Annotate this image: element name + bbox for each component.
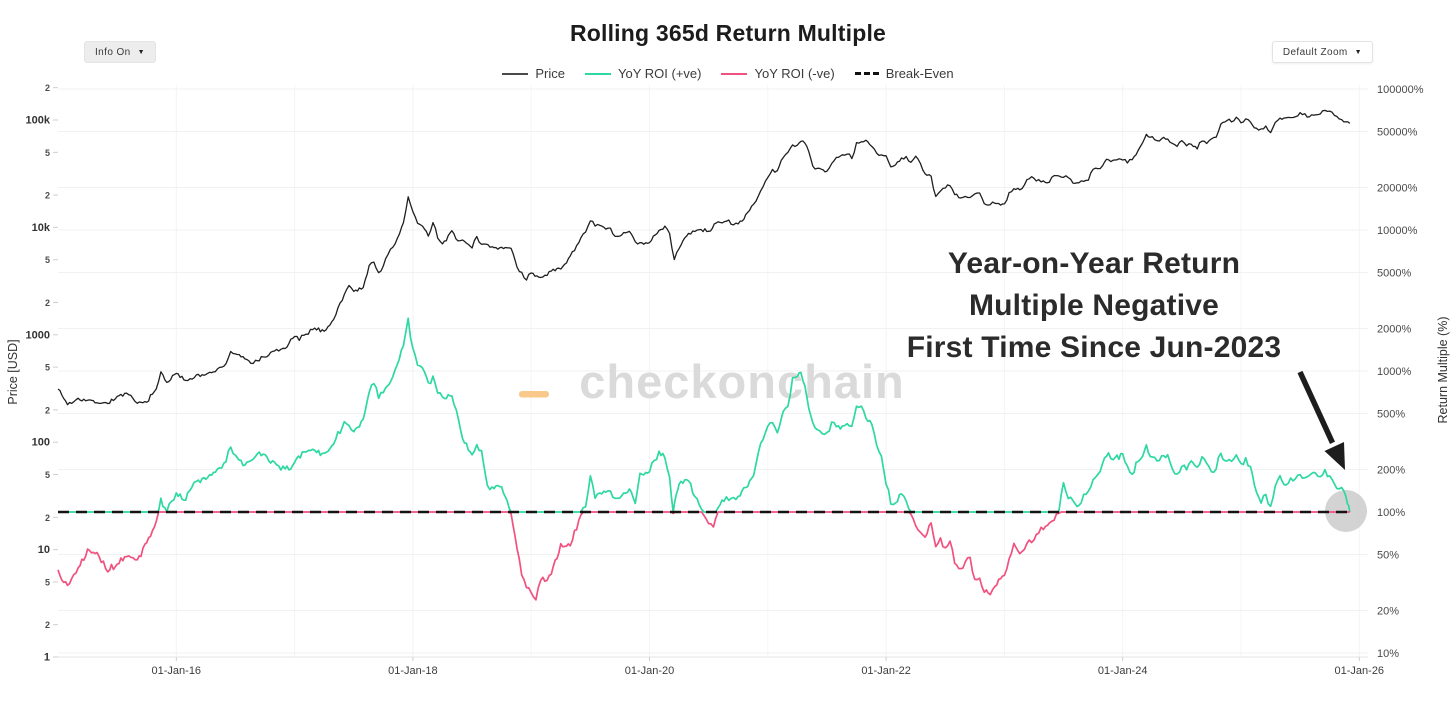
legend-item[interactable]: YoY ROI (-ve) — [721, 66, 835, 81]
legend-label: YoY ROI (-ve) — [754, 66, 835, 81]
legend-label: Price — [535, 66, 566, 81]
yoy-roi-negative-line — [57, 511, 1350, 601]
left-axis-tick-label: 2 — [45, 83, 50, 93]
left-axis-tick-label: 2 — [45, 405, 50, 415]
info-toggle-label: Info On — [95, 46, 131, 58]
right-axis-tick-label: 10% — [1377, 648, 1399, 660]
right-axis-tick-label: 5000% — [1377, 267, 1411, 279]
right-axis-tick-label: 1000% — [1377, 366, 1411, 378]
legend-swatch-solid-line-icon — [502, 72, 529, 75]
right-axis-tick-label: 200% — [1377, 465, 1405, 477]
annotation-line: First Time Since Jun-2023 — [906, 331, 1282, 364]
page-title: Rolling 365d Return Multiple — [569, 20, 887, 46]
left-axis-tick-label: 2 — [45, 620, 50, 630]
legend-swatch-dashed-line-icon — [854, 72, 879, 75]
zoom-preset-dropdown[interactable]: Default Zoom ▼ — [1271, 41, 1373, 63]
annotation-line: Year-on-Year Return — [947, 247, 1241, 280]
right-axis-tick-label: 10000% — [1377, 225, 1418, 237]
left-axis-tick-label: 100 — [32, 437, 50, 449]
legend-swatch-solid-line-icon — [721, 72, 748, 75]
right-axis-tick-label: 20000% — [1377, 183, 1418, 195]
yoy-roi-positive-line — [58, 317, 1351, 513]
legend-label: Break-Even — [885, 66, 954, 81]
annotation-arrow-shaft — [1297, 370, 1335, 444]
x-axis-tick-label: 01-Jan-22 — [861, 665, 911, 677]
left-axis-tick-label: 10 — [38, 544, 50, 556]
right-axis-tick-label: 500% — [1377, 408, 1405, 420]
x-axis-tick-label: 01-Jan-16 — [152, 665, 202, 677]
left-axis-tick-label: 5 — [45, 470, 50, 480]
right-axis-tick-label: 50% — [1377, 549, 1399, 561]
annotation-arrow-head-icon — [1324, 442, 1345, 470]
annotation-line: Multiple Negative — [968, 289, 1220, 322]
x-axis-tick-label: 01-Jan-18 — [388, 665, 438, 677]
left-axis-tick-label: 2 — [45, 298, 50, 308]
legend-label: YoY ROI (+ve) — [618, 66, 702, 81]
left-axis-tick-label: 1 — [44, 652, 50, 664]
right-axis-tick-label: 2000% — [1377, 324, 1411, 336]
annotation-callout: Year-on-Year Return Multiple Negative Fi… — [856, 243, 1332, 369]
legend-item[interactable]: YoY ROI (+ve) — [585, 66, 701, 81]
left-axis-tick-label: 5 — [45, 255, 50, 265]
left-axis-tick-label: 2 — [45, 513, 50, 523]
right-axis-tick-label: 50000% — [1377, 126, 1418, 138]
zoom-preset-label: Default Zoom — [1282, 46, 1348, 58]
x-axis-tick-label: 01-Jan-26 — [1335, 665, 1385, 677]
legend-item[interactable]: Break-Even — [854, 66, 954, 81]
x-axis-tick-label: 01-Jan-24 — [1098, 665, 1148, 677]
right-axis-tick-label: 100000% — [1377, 84, 1424, 96]
left-axis-tick-label: 1000 — [26, 329, 50, 341]
left-axis-tick-label: 5 — [45, 577, 50, 587]
right-axis-tick-label: 100% — [1377, 507, 1405, 519]
left-axis-tick-label: 2 — [45, 191, 50, 201]
price-line — [57, 109, 1351, 406]
info-toggle-button[interactable]: Info On ▼ — [84, 41, 156, 63]
legend-item[interactable]: Price — [502, 66, 565, 81]
chevron-down-icon: ▼ — [137, 48, 145, 56]
left-axis-tick-label: 100k — [26, 115, 51, 127]
left-axis-tick-label: 5 — [45, 363, 50, 373]
right-axis-tick-label: 20% — [1377, 606, 1399, 618]
watermark-dash-icon — [519, 391, 549, 398]
legend-swatch-solid-line-icon — [585, 72, 612, 75]
left-axis-tick-label: 5 — [45, 148, 50, 158]
left-axis-tick-label: 10k — [32, 222, 51, 234]
chevron-down-icon: ▼ — [1354, 48, 1362, 56]
x-axis-tick-label: 01-Jan-20 — [625, 665, 675, 677]
chart-legend: Price YoY ROI (+ve) YoY ROI (-ve) Break-Eve… — [0, 66, 1456, 81]
watermark-text: checkonchain — [579, 355, 904, 408]
